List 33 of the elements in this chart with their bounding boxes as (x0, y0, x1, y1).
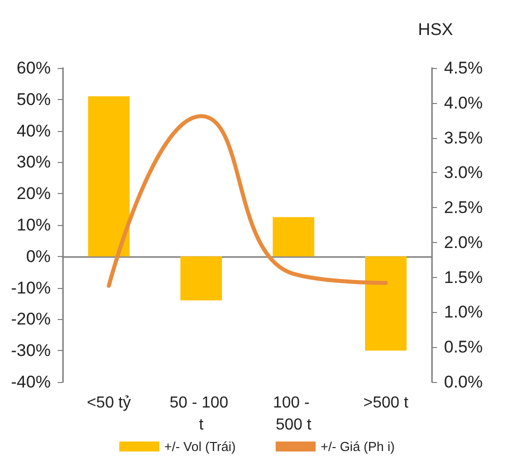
y2-tick-label: 4.5% (444, 58, 483, 78)
y-tick-label: 10% (16, 216, 51, 234)
y-tick-label: -20% (11, 310, 51, 329)
y2-tick-label: 2.5% (444, 198, 483, 218)
y2-tick-label: 1.0% (444, 302, 483, 322)
y2-tick-label: 3.5% (444, 128, 483, 148)
y2-tick-label: 4.0% (444, 93, 483, 112)
chart-title: HSX (418, 20, 454, 39)
legend-label: +/- Vol (Trái) (164, 439, 236, 454)
bar (180, 256, 222, 300)
y-tick-label: 30% (16, 152, 51, 172)
y-tick-label: 0% (26, 246, 51, 266)
bar (365, 256, 407, 351)
x-tick-label: 100 - 500 t (273, 394, 314, 434)
line-series (106, 114, 388, 288)
y2-tick-label: 2.0% (444, 232, 483, 252)
y-tick-label: -10% (11, 278, 51, 298)
y2-tick-label: 3.0% (444, 163, 483, 182)
x-tick-label: <50 tỷ (86, 394, 131, 412)
y2-tick-label: 0.0% (444, 372, 483, 392)
y2-tick-label: 0.5% (444, 338, 483, 357)
y2-tick-label: 1.5% (444, 268, 483, 287)
bar (272, 217, 314, 256)
y-tick-label: -30% (11, 341, 51, 360)
y-tick-label: 60% (16, 58, 51, 78)
y-tick-label: 40% (16, 121, 51, 140)
x-tick-label: >500 t (363, 394, 409, 412)
legend-label: +/- Giá (Ph i) (320, 439, 395, 454)
bar (88, 96, 130, 256)
y-tick-label: 20% (16, 184, 51, 204)
y-tick-label: -40% (11, 372, 51, 392)
y-tick-label: 50% (16, 90, 51, 109)
x-tick-label: 50 - 100 t (170, 394, 233, 434)
